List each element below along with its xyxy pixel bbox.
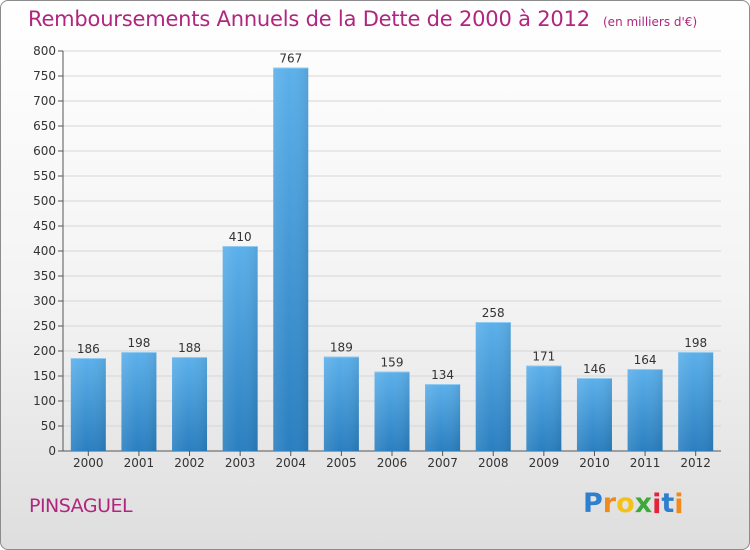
x-tick-label: 2008 [478,456,509,470]
chart-title-row: Remboursements Annuels de la Dette de 20… [28,7,697,31]
bar-shine-2000 [70,358,106,451]
logo-letter: o [616,488,635,519]
bar-value-label: 159 [381,356,404,370]
bar-value-label: 171 [532,350,555,364]
bar-value-label: 164 [634,353,657,367]
y-tick-label: 400 [33,244,56,258]
logo-letter: t [661,488,675,519]
y-tick-label: 500 [33,194,56,208]
x-tick-label: 2005 [326,456,357,470]
x-tick-label: 2009 [529,456,560,470]
bar-value-label: 258 [482,306,505,320]
bar-shine-2003 [222,246,258,451]
x-tick-label: 2002 [174,456,205,470]
bar-shine-2006 [374,371,410,451]
y-tick-label: 750 [33,69,56,83]
y-tick-label: 350 [33,269,56,283]
labels: 0 50 100 150 200 250 300 350 400 450 500 550 600 650 7… [33,44,711,470]
logo-letter: i [674,489,684,520]
x-tick-label: 2012 [680,456,711,470]
x-tick-label: 2003 [225,456,256,470]
y-tick-label: 800 [33,44,56,58]
bar-value-label: 198 [127,336,150,350]
x-tick-label: 2004 [275,456,306,470]
chart-unit-label: (en milliers d'€) [603,15,698,29]
y-tick-label: 200 [33,344,56,358]
proxiti-logo: Proxiti [583,488,684,520]
bar-shine-2010 [576,378,612,451]
bar-value-label: 410 [229,230,252,244]
x-tick-label: 2001 [124,456,155,470]
y-tick-label: 100 [33,394,56,408]
bar-value-label: 186 [77,342,100,356]
y-tick-label: 700 [33,94,56,108]
logo-letter: P [583,488,603,519]
bar-value-label: 134 [431,368,454,382]
bar-value-label: 146 [583,362,606,376]
bar-value-label: 189 [330,341,353,355]
commune-name: PINSAGUEL [29,495,133,517]
x-tick-label: 2000 [73,456,104,470]
bar-value-label: 198 [684,336,707,350]
x-tick-label: 2011 [630,456,661,470]
logo-letter: i [652,489,662,520]
bar-value-label: 188 [178,341,201,355]
y-tick-label: 600 [33,144,56,158]
y-tick-label: 150 [33,369,56,383]
bar-shine-2012 [678,352,714,451]
logo-letter: r [602,488,617,519]
y-tick-label: 0 [48,444,56,458]
chart-title: Remboursements Annuels de la Dette de 20… [28,7,590,31]
y-tick-label: 250 [33,319,56,333]
bar-shine-2004 [273,67,309,451]
gridlines [63,50,721,427]
y-tick-label: 650 [33,119,56,133]
bar-shine-2005 [323,356,359,451]
bar-shine-2008 [475,322,511,451]
bars [70,67,714,451]
bar-shine-2009 [526,365,562,451]
x-tick-label: 2010 [579,456,610,470]
bar-shine-2002 [172,357,208,451]
bar-value-label: 767 [279,52,302,66]
y-tick-label: 450 [33,219,56,233]
y-tick-label: 50 [41,419,56,433]
logo-letter: x [634,488,653,519]
bar-shine-2011 [627,369,663,451]
x-tick-label: 2007 [427,456,458,470]
bar-shine-2007 [425,384,461,451]
bar-shine-2001 [121,352,157,451]
y-tick-label: 300 [33,294,56,308]
x-tick-label: 2006 [377,456,408,470]
y-tick-label: 550 [33,169,56,183]
